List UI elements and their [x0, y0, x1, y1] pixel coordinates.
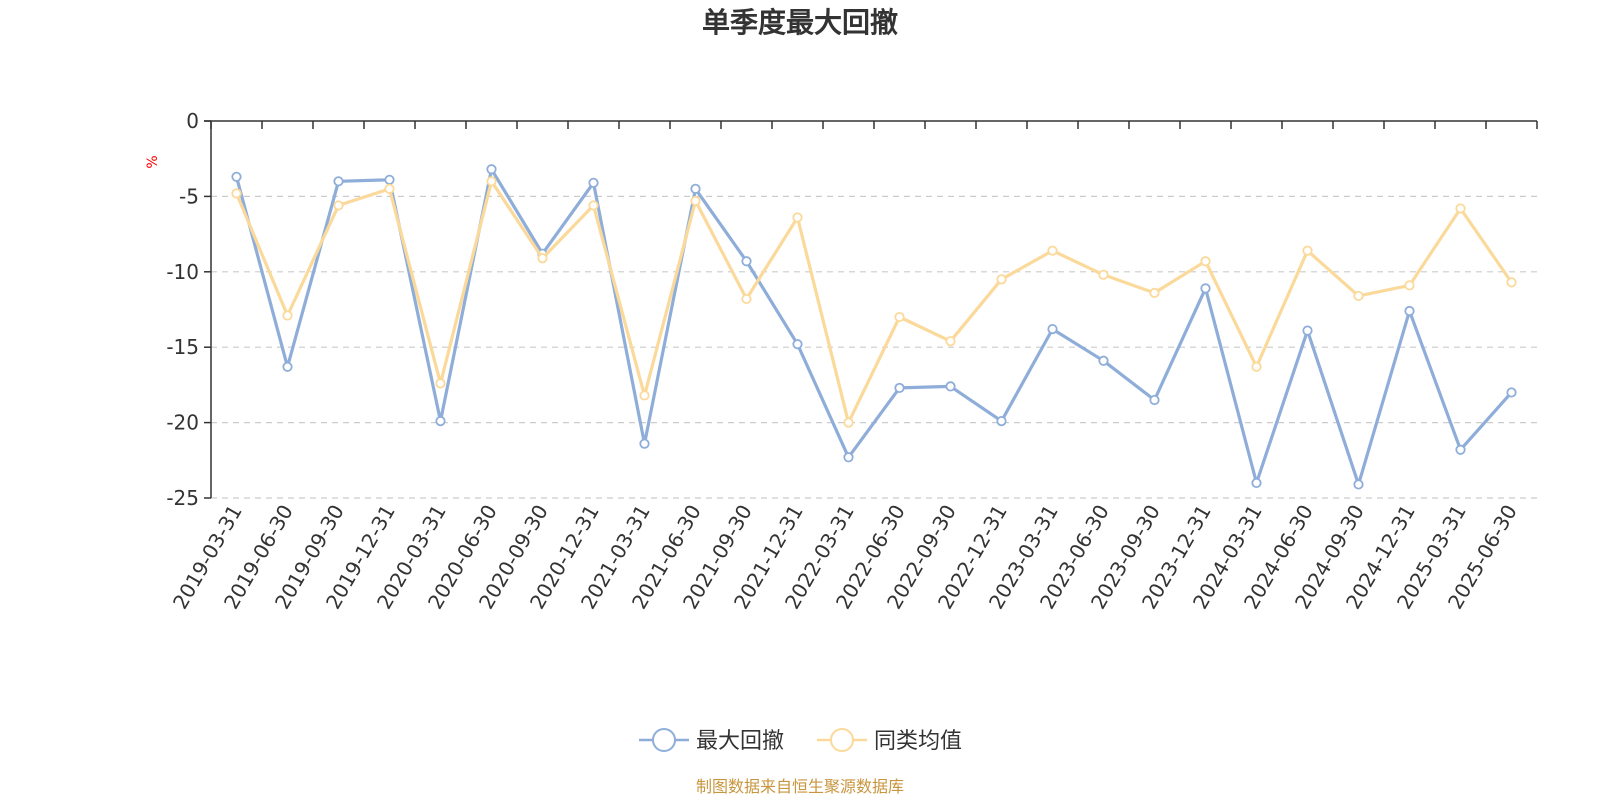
- series-line: [234, 167, 1513, 486]
- data-point[interactable]: [894, 382, 905, 394]
- data-point[interactable]: [1353, 479, 1364, 490]
- data-point[interactable]: [639, 390, 650, 401]
- data-point[interactable]: [996, 274, 1007, 285]
- data-point[interactable]: [1149, 287, 1160, 299]
- data-point[interactable]: [996, 415, 1007, 427]
- series-line: [235, 179, 1513, 425]
- data-point[interactable]: [792, 339, 803, 350]
- source-note: 制图数据来自恒生聚源数据库: [696, 777, 904, 796]
- data-point[interactable]: [1149, 394, 1160, 406]
- y-tick-label: -15: [166, 335, 199, 359]
- y-axis-unit-label: %: [145, 155, 161, 168]
- y-tick-label: -25: [166, 486, 199, 510]
- axes: 0-5-10-15-20-252019-03-312019-06-302019-…: [166, 109, 1538, 613]
- data-point[interactable]: [894, 311, 905, 323]
- data-point[interactable]: [741, 256, 752, 267]
- data-point[interactable]: [384, 183, 395, 194]
- data-point[interactable]: [435, 378, 446, 389]
- y-tick-label: 0: [186, 109, 199, 133]
- data-point[interactable]: [1353, 290, 1364, 302]
- data-point[interactable]: [1098, 269, 1109, 280]
- data-point[interactable]: [282, 310, 293, 321]
- data-point[interactable]: [537, 253, 548, 264]
- data-point[interactable]: [1200, 283, 1211, 294]
- data-point[interactable]: [843, 417, 854, 428]
- data-point[interactable]: [231, 171, 242, 182]
- chart-title: 单季度最大回撤: [702, 6, 898, 39]
- series-1: [231, 164, 1517, 490]
- legend-label: 最大回撤: [696, 729, 784, 754]
- data-point[interactable]: [486, 164, 497, 175]
- legend-item[interactable]: 最大回撤: [639, 728, 784, 754]
- data-point[interactable]: [588, 200, 599, 211]
- data-point[interactable]: [792, 212, 803, 223]
- legend[interactable]: 最大回撤 同类均值: [639, 728, 962, 754]
- data-point[interactable]: [843, 452, 854, 463]
- data-point[interactable]: [435, 415, 446, 427]
- data-point[interactable]: [282, 361, 293, 372]
- data-point[interactable]: [945, 381, 956, 392]
- y-tick-label: -5: [179, 184, 199, 208]
- data-point[interactable]: [231, 188, 242, 199]
- data-point[interactable]: [1404, 305, 1415, 317]
- data-point[interactable]: [1098, 355, 1109, 366]
- legend-label: 同类均值: [874, 729, 962, 754]
- gridlines: [211, 195, 1537, 499]
- data-point[interactable]: [1404, 280, 1415, 291]
- y-tick-label: -10: [166, 260, 199, 284]
- y-tick-label: -20: [166, 411, 199, 435]
- data-point[interactable]: [1302, 325, 1313, 336]
- data-point[interactable]: [1302, 245, 1313, 256]
- data-point[interactable]: [486, 176, 497, 187]
- data-point[interactable]: [384, 174, 395, 185]
- data-point[interactable]: [690, 195, 701, 207]
- data-point[interactable]: [945, 336, 956, 347]
- data-point[interactable]: [741, 293, 752, 305]
- data-point[interactable]: [1251, 361, 1262, 372]
- data-point[interactable]: [1047, 324, 1058, 335]
- series-lines: [231, 164, 1517, 490]
- data-point[interactable]: [690, 183, 701, 194]
- data-point[interactable]: [1455, 203, 1466, 214]
- data-point[interactable]: [639, 438, 650, 449]
- legend-marker-icon: [652, 728, 676, 752]
- data-point[interactable]: [588, 177, 599, 188]
- legend-item[interactable]: 同类均值: [817, 728, 962, 754]
- legend-marker-icon: [830, 728, 854, 752]
- data-point[interactable]: [333, 176, 344, 187]
- data-point[interactable]: [1251, 477, 1262, 489]
- data-point[interactable]: [1455, 444, 1466, 455]
- data-point[interactable]: [1200, 256, 1211, 267]
- data-point[interactable]: [1506, 277, 1517, 288]
- data-point[interactable]: [1506, 387, 1517, 398]
- series-2: [231, 176, 1517, 428]
- data-point[interactable]: [333, 200, 344, 211]
- data-point[interactable]: [1047, 245, 1058, 256]
